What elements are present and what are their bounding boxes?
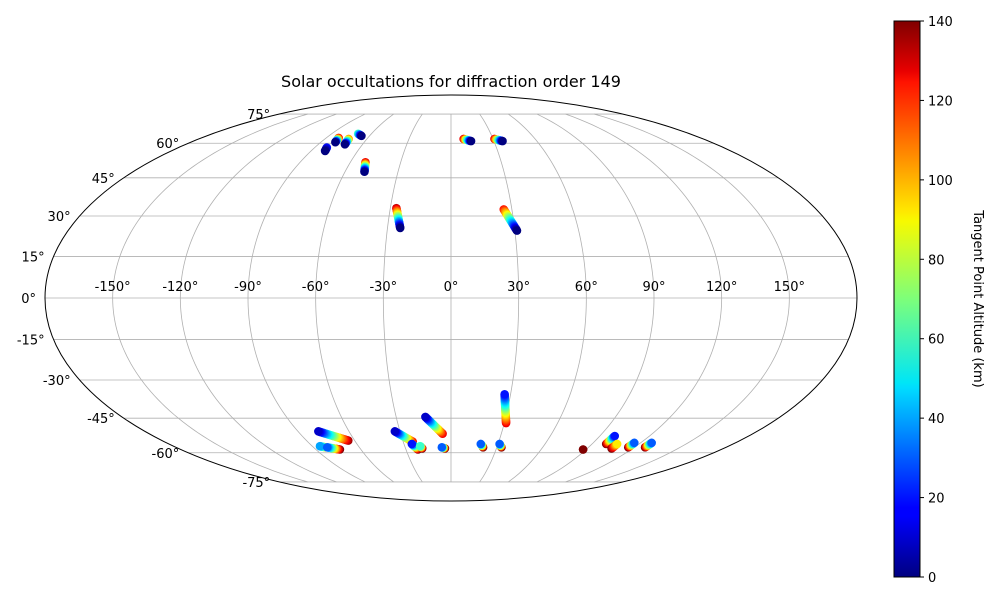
track-point bbox=[466, 136, 476, 146]
chart-title: Solar occultations for diffraction order… bbox=[281, 72, 621, 91]
track-occ-09 bbox=[499, 205, 522, 235]
track-point bbox=[421, 412, 430, 422]
track-point bbox=[415, 441, 425, 451]
plot-area: -150° -120° -90° -60° -30° 0° 30° 60° 90° 120° 150… bbox=[17, 94, 858, 502]
colorbar: 0 20 40 60 80 100 120 140 Tangent Point Altitud… bbox=[893, 15, 985, 586]
lat-tick-label: 60° bbox=[156, 137, 179, 152]
lon-tick-label: -120° bbox=[162, 280, 198, 295]
colorbar-label: Tangent Point Altitude (km) bbox=[970, 209, 985, 387]
track-point bbox=[390, 427, 400, 436]
lat-tick-label: -30° bbox=[43, 374, 71, 389]
gridline-lon bbox=[247, 113, 366, 483]
gridline-lon bbox=[594, 113, 790, 483]
lat-tick-label: 15° bbox=[22, 250, 45, 265]
lon-tick-label: 120° bbox=[706, 280, 737, 295]
track-point bbox=[360, 167, 369, 177]
latitude-tick-labels: -75° -60° -45° -30° -15° 0° 15° 30° 45° 60° 75° bbox=[17, 108, 270, 491]
track-occ-25 bbox=[640, 438, 656, 452]
track-occ-06 bbox=[392, 203, 405, 233]
occultation-tracks bbox=[314, 129, 656, 454]
track-point bbox=[612, 439, 622, 449]
track-point bbox=[647, 438, 656, 448]
track-point bbox=[322, 443, 332, 452]
gridline-lon bbox=[315, 113, 394, 483]
track-occ-21 bbox=[578, 445, 588, 454]
track-point bbox=[476, 439, 486, 449]
gridline-lon bbox=[508, 113, 587, 483]
track-point bbox=[498, 136, 507, 146]
lat-tick-label: 30° bbox=[48, 210, 71, 225]
track-point bbox=[395, 223, 405, 233]
track-occ-01 bbox=[331, 133, 343, 147]
track-point bbox=[407, 439, 417, 449]
longitude-tick-labels: -150° -120° -90° -60° -30° 0° 30° 60° 90° 120° 150… bbox=[95, 280, 805, 295]
gridline-lon bbox=[536, 113, 655, 483]
track-occ-07 bbox=[459, 134, 476, 146]
track-occ-08 bbox=[490, 134, 507, 146]
track-occ-18 bbox=[437, 443, 450, 453]
track-occ-05 bbox=[360, 158, 370, 177]
track-occ-11 bbox=[314, 427, 353, 445]
lon-tick-label: -60° bbox=[302, 280, 330, 295]
lat-tick-label: 75° bbox=[247, 108, 270, 123]
track-point bbox=[320, 146, 330, 156]
track-occ-19 bbox=[476, 439, 488, 452]
lon-tick-label: 30° bbox=[507, 280, 530, 295]
lat-tick-label: -75° bbox=[242, 476, 270, 491]
lon-tick-label: 60° bbox=[575, 280, 598, 295]
colorbar-tick-label: 20 bbox=[928, 492, 945, 507]
map-border bbox=[44, 94, 858, 502]
track-occ-10 bbox=[500, 390, 511, 428]
track-occ-20 bbox=[495, 439, 506, 452]
track-occ-04 bbox=[353, 129, 366, 141]
lat-tick-label: 45° bbox=[92, 172, 115, 187]
track-occ-23 bbox=[607, 439, 622, 453]
track-occ-24 bbox=[623, 438, 639, 452]
lon-tick-label: 90° bbox=[642, 280, 665, 295]
track-point bbox=[500, 390, 509, 399]
lon-tick-label: 150° bbox=[774, 280, 805, 295]
colorbar-ticks: 0 20 40 60 80 100 120 140 bbox=[920, 15, 953, 586]
colorbar-tick-label: 60 bbox=[928, 333, 945, 348]
track-point bbox=[314, 427, 323, 436]
gridlines bbox=[45, 113, 857, 483]
colorbar-tick-label: 120 bbox=[928, 94, 953, 109]
colorbar-tick-label: 40 bbox=[928, 412, 945, 427]
lat-tick-label: -60° bbox=[152, 447, 180, 462]
track-point bbox=[630, 438, 639, 448]
lon-tick-label: -90° bbox=[234, 280, 262, 295]
colorbar-gradient bbox=[893, 20, 921, 578]
lon-tick-label: -150° bbox=[95, 280, 131, 295]
track-point bbox=[315, 441, 325, 451]
lon-tick-label: 0° bbox=[444, 280, 459, 295]
track-point bbox=[340, 140, 350, 149]
gridline-lon bbox=[565, 113, 723, 483]
track-point bbox=[331, 137, 340, 147]
track-point bbox=[578, 445, 588, 454]
lat-tick-label: -15° bbox=[17, 334, 45, 349]
lat-tick-label: 0° bbox=[21, 292, 36, 307]
track-occ-16 bbox=[415, 441, 427, 453]
track-occ-03 bbox=[340, 134, 353, 149]
colorbar-tick-label: 80 bbox=[928, 253, 945, 268]
track-point bbox=[357, 131, 366, 141]
gridline-lon bbox=[479, 113, 520, 483]
track-point bbox=[610, 431, 620, 441]
track-occ-13 bbox=[322, 443, 345, 454]
colorbar-tick-label: 100 bbox=[928, 174, 953, 189]
gridline-lon bbox=[179, 113, 337, 483]
track-point bbox=[495, 439, 504, 449]
track-occ-17 bbox=[421, 412, 447, 439]
track-point bbox=[512, 226, 522, 235]
track-occ-02 bbox=[320, 143, 332, 156]
lon-tick-label: -30° bbox=[369, 280, 397, 295]
colorbar-tick-label: 140 bbox=[928, 15, 953, 30]
gridline-lon bbox=[112, 113, 308, 483]
colorbar-tick-label: 0 bbox=[928, 571, 936, 586]
lat-tick-label: -45° bbox=[87, 412, 115, 427]
track-point bbox=[437, 443, 447, 452]
